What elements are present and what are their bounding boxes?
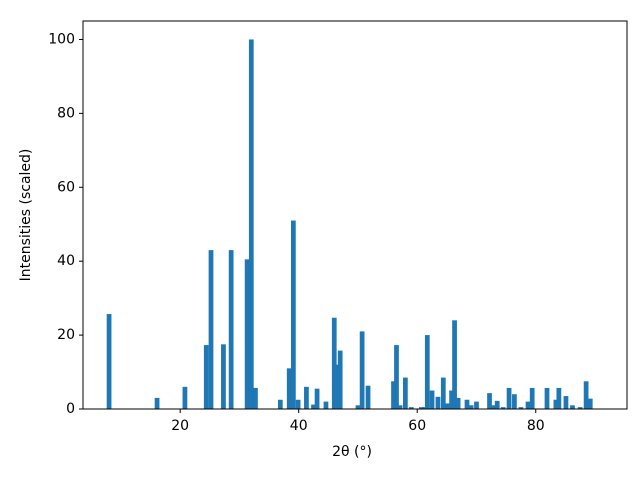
bar [331,317,337,409]
bar [244,259,250,409]
bar [154,397,160,409]
bar [464,399,470,409]
bar [304,386,309,409]
bar [359,331,365,409]
bar [424,335,430,409]
bar [512,394,517,409]
bar [583,381,589,409]
bar [221,344,226,409]
bar [291,220,296,409]
bar [182,386,188,409]
bar [355,405,361,409]
bar [397,405,403,409]
bar [408,407,414,409]
bar [323,401,329,409]
bar [544,387,550,409]
bar [277,399,283,409]
bar [474,401,479,409]
bar [455,397,461,409]
bar [394,345,399,409]
bar [435,396,441,409]
x-axis-label: 2θ (°) [332,444,372,460]
bar [494,400,500,409]
y-tick-label: 40 [57,253,75,269]
bar [314,388,320,409]
x-tick-label: 80 [527,418,545,434]
bar [421,407,427,409]
bar [228,250,234,409]
bar [311,404,316,409]
bar [248,39,254,409]
bar [452,320,457,409]
bar [403,377,408,409]
bar [440,377,446,409]
bar [449,390,454,409]
bar [365,385,371,409]
bar [295,399,301,409]
bar [487,393,492,409]
bar [468,405,474,409]
bar [490,405,496,409]
y-axis-label: Intensities (scaled) [18,149,34,282]
bar [429,390,435,409]
y-tick-label: 80 [57,105,75,121]
bar [419,407,424,409]
bar [506,387,512,409]
bar [445,403,450,409]
x-tick-label: 40 [290,418,308,434]
x-tick-label: 20 [171,418,189,434]
bar [570,405,575,409]
bar [253,387,258,409]
bar [518,407,524,409]
bar [286,368,292,409]
bar [391,381,396,409]
y-tick-label: 100 [48,31,75,47]
bar [553,399,559,409]
bar [106,314,112,409]
y-tick-label: 60 [57,179,75,195]
bar [337,350,343,409]
bar [208,250,214,409]
bar [334,364,340,409]
bar [556,387,562,409]
x-tick-label: 60 [408,418,426,434]
bar [563,396,569,409]
y-tick-label: 20 [57,327,75,343]
bar [525,401,531,409]
bar [203,345,209,409]
bar [529,387,535,409]
plot-frame [82,20,628,410]
bar [500,407,506,409]
y-tick-label: 0 [66,401,75,417]
bar [587,398,593,409]
bar [577,407,583,409]
